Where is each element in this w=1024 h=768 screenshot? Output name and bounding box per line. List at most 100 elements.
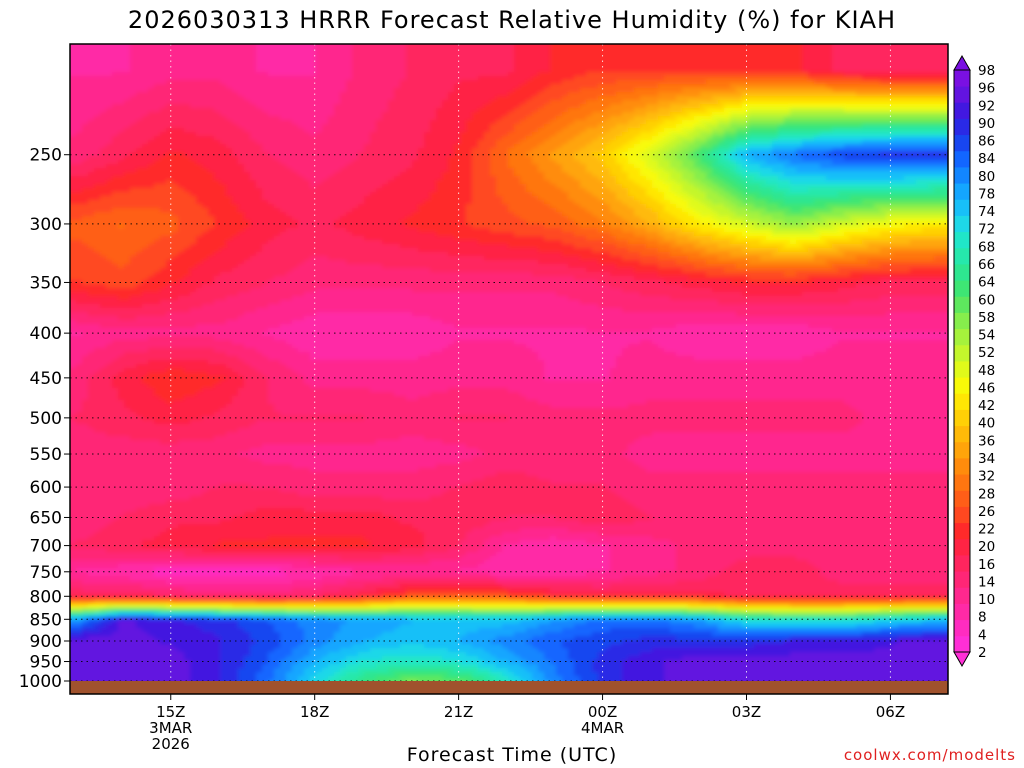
colorbar-max-arrow [953, 54, 971, 71]
colorbar-swatch [954, 522, 970, 540]
colorbar-swatch [954, 506, 970, 524]
y-tick-label: 350 [30, 273, 62, 293]
y-tick-label: 950 [30, 653, 62, 673]
y-tick-label: 650 [30, 508, 62, 528]
colorbar-label: 60 [978, 292, 995, 308]
colorbar-label: 10 [978, 592, 995, 608]
colorbar-label: 64 [978, 275, 995, 291]
colorbar-label: 54 [978, 328, 995, 344]
colorbar-swatch [954, 344, 970, 362]
colorbar-swatch [954, 312, 970, 330]
colorbar-swatch [954, 102, 970, 119]
colorbar-min-arrow [953, 651, 971, 668]
colorbar-label: 66 [978, 257, 995, 273]
y-tick-label: 400 [30, 324, 62, 344]
colorbar-swatch [954, 425, 970, 443]
y-tick-label: 850 [30, 610, 62, 630]
colorbar-swatch [954, 150, 970, 168]
colorbar-swatch [954, 264, 970, 281]
colorbar-label: 86 [978, 134, 995, 150]
colorbar-swatch [954, 555, 970, 572]
x-tick-label: 18Z [300, 703, 329, 721]
colorbar-swatch [954, 70, 970, 87]
colorbar-label: 14 [978, 574, 995, 590]
colorbar-label: 28 [978, 486, 995, 502]
colorbar-label: 72 [978, 222, 995, 238]
colorbar-label: 16 [978, 557, 995, 573]
colorbar-swatch [954, 587, 970, 604]
colorbar-swatch [954, 296, 970, 313]
colorbar-swatch [954, 247, 970, 265]
colorbar-label: 42 [978, 398, 995, 414]
colorbar-swatch [954, 280, 970, 297]
colorbar-label: 68 [978, 239, 995, 255]
ground-surface-band [70, 681, 948, 694]
colorbar-swatch [954, 538, 970, 556]
y-tick-label: 500 [30, 409, 62, 429]
colorbar-swatch [954, 183, 970, 200]
colorbar-frame [953, 69, 971, 653]
colorbar-swatch [954, 490, 970, 507]
colorbar-label: 78 [978, 186, 995, 202]
colorbar-swatch [954, 328, 970, 346]
colorbar-swatch [954, 619, 970, 637]
x-tick-label: 06Z [876, 703, 905, 721]
colorbar-label: 90 [978, 116, 995, 132]
y-tick-label: 750 [30, 563, 62, 583]
y-tick-label: 700 [30, 537, 62, 557]
colorbar-swatch [954, 441, 970, 459]
y-tick-label: 550 [30, 445, 62, 465]
x-axis-label: Forecast Time (UTC) [0, 744, 1024, 766]
colorbar-swatch [954, 377, 970, 394]
colorbar-swatch [954, 134, 970, 152]
colorbar-label: 26 [978, 504, 995, 520]
colorbar-label: 74 [978, 204, 995, 220]
colorbar-swatch [954, 409, 970, 427]
colorbar-label: 80 [978, 169, 995, 185]
colorbar-label: 96 [978, 81, 995, 97]
colorbar-label: 92 [978, 98, 995, 114]
site-credit: coolwx.com/modelts [844, 746, 1016, 764]
colorbar-label: 36 [978, 433, 995, 449]
colorbar-label: 34 [978, 451, 995, 467]
colorbar-swatch [954, 361, 970, 378]
colorbar-label: 48 [978, 363, 995, 379]
colorbar-label: 32 [978, 469, 995, 485]
x-tick-label: 00Z [588, 703, 617, 721]
colorbar-swatch [954, 167, 970, 184]
y-tick-label: 900 [30, 632, 62, 652]
colorbar-label: 84 [978, 151, 995, 167]
colorbar: 2481014162022262832343640424648525458606… [953, 54, 995, 668]
colorbar-swatch [954, 86, 970, 103]
x-tick-label: 4MAR [581, 719, 624, 737]
colorbar-swatch [954, 458, 970, 475]
colorbar-label: 22 [978, 522, 995, 538]
colorbar-swatch [954, 635, 970, 653]
colorbar-label: 8 [978, 610, 987, 626]
x-tick-label: 3MAR [149, 719, 192, 737]
x-tick-label: 2026 [152, 735, 190, 753]
colorbar-swatch [954, 474, 970, 491]
colorbar-swatch [954, 393, 970, 410]
colorbar-label: 58 [978, 310, 995, 326]
x-tick-label: 03Z [732, 703, 761, 721]
colorbar-label: 4 [978, 627, 987, 643]
y-tick-label: 1000 [19, 672, 62, 692]
colorbar-label: 46 [978, 380, 995, 396]
colorbar-label: 40 [978, 416, 995, 432]
y-tick-label: 300 [30, 215, 62, 235]
colorbar-swatch [954, 199, 970, 216]
pressure-axis-ticks: 2503003504004505005506006507007508008509… [19, 146, 70, 692]
colorbar-swatch [954, 215, 970, 233]
plot-frame [69, 43, 949, 695]
colorbar-label: 2 [978, 645, 987, 661]
x-tick-label: 15Z [156, 703, 185, 721]
colorbar-label: 98 [978, 63, 995, 79]
colorbar-label: 20 [978, 539, 995, 555]
colorbar-swatch [954, 603, 970, 621]
x-tick-label: 21Z [444, 703, 473, 721]
colorbar-swatch [954, 571, 970, 588]
chart-title: 2026030313 HRRR Forecast Relative Humidi… [0, 6, 1024, 34]
